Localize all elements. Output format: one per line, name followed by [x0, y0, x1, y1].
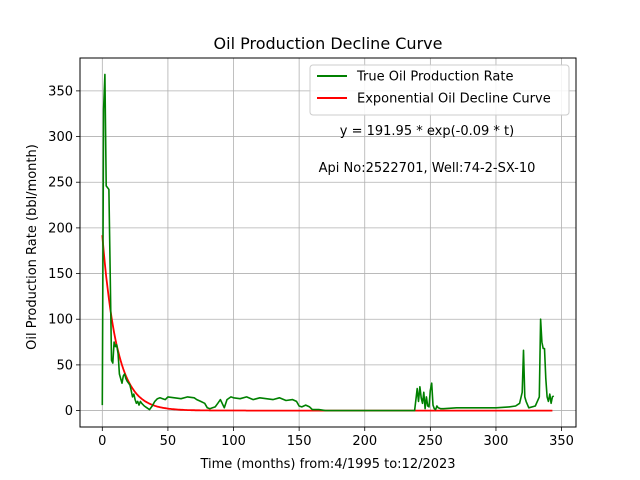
well-info-annotation: Api No:2522701, Well:74-2-SX-10: [319, 161, 536, 176]
y-tick-label: 300: [48, 130, 73, 145]
y-tick-label: 350: [48, 84, 73, 99]
true-production-rate-line: [101, 73, 555, 412]
plot-series: [101, 73, 555, 412]
y-tick-label: 150: [48, 267, 73, 282]
x-tick-label: 300: [484, 434, 509, 449]
grid: [80, 58, 576, 427]
x-tick-label: 200: [352, 434, 377, 449]
x-axis-ticks: 0 50 100 150 200 250 300 350: [98, 427, 574, 449]
x-tick-label: 0: [98, 434, 106, 449]
x-tick-label: 150: [287, 434, 312, 449]
legend-label-exponential-fit: Exponential Oil Decline Curve: [357, 92, 551, 107]
y-tick-label: 0: [65, 404, 73, 419]
legend-label-true-rate: True Oil Production Rate: [356, 70, 513, 85]
x-tick-label: 350: [549, 434, 574, 449]
y-tick-label: 200: [48, 221, 73, 236]
legend: True Oil Production Rate Exponential Oil…: [309, 64, 570, 116]
legend-box: [309, 64, 570, 116]
x-tick-label: 100: [221, 434, 246, 449]
y-axis-ticks: 0 50 100 150 200 250 300 350: [48, 84, 80, 419]
plot-frame: [79, 57, 577, 428]
chart-title: Oil Production Decline Curve: [214, 34, 443, 53]
y-axis-title: Oil Production Rate (bbl/month): [25, 144, 40, 350]
x-tick-label: 250: [418, 434, 443, 449]
y-tick-label: 50: [56, 358, 73, 373]
fit-equation-annotation: y = 191.95 * exp(-0.09 * t): [340, 124, 514, 139]
y-tick-label: 250: [48, 176, 73, 191]
x-axis-title: Time (months) from:4/1995 to:12/2023: [199, 457, 455, 472]
y-tick-label: 100: [48, 313, 73, 328]
x-tick-label: 50: [160, 434, 177, 449]
